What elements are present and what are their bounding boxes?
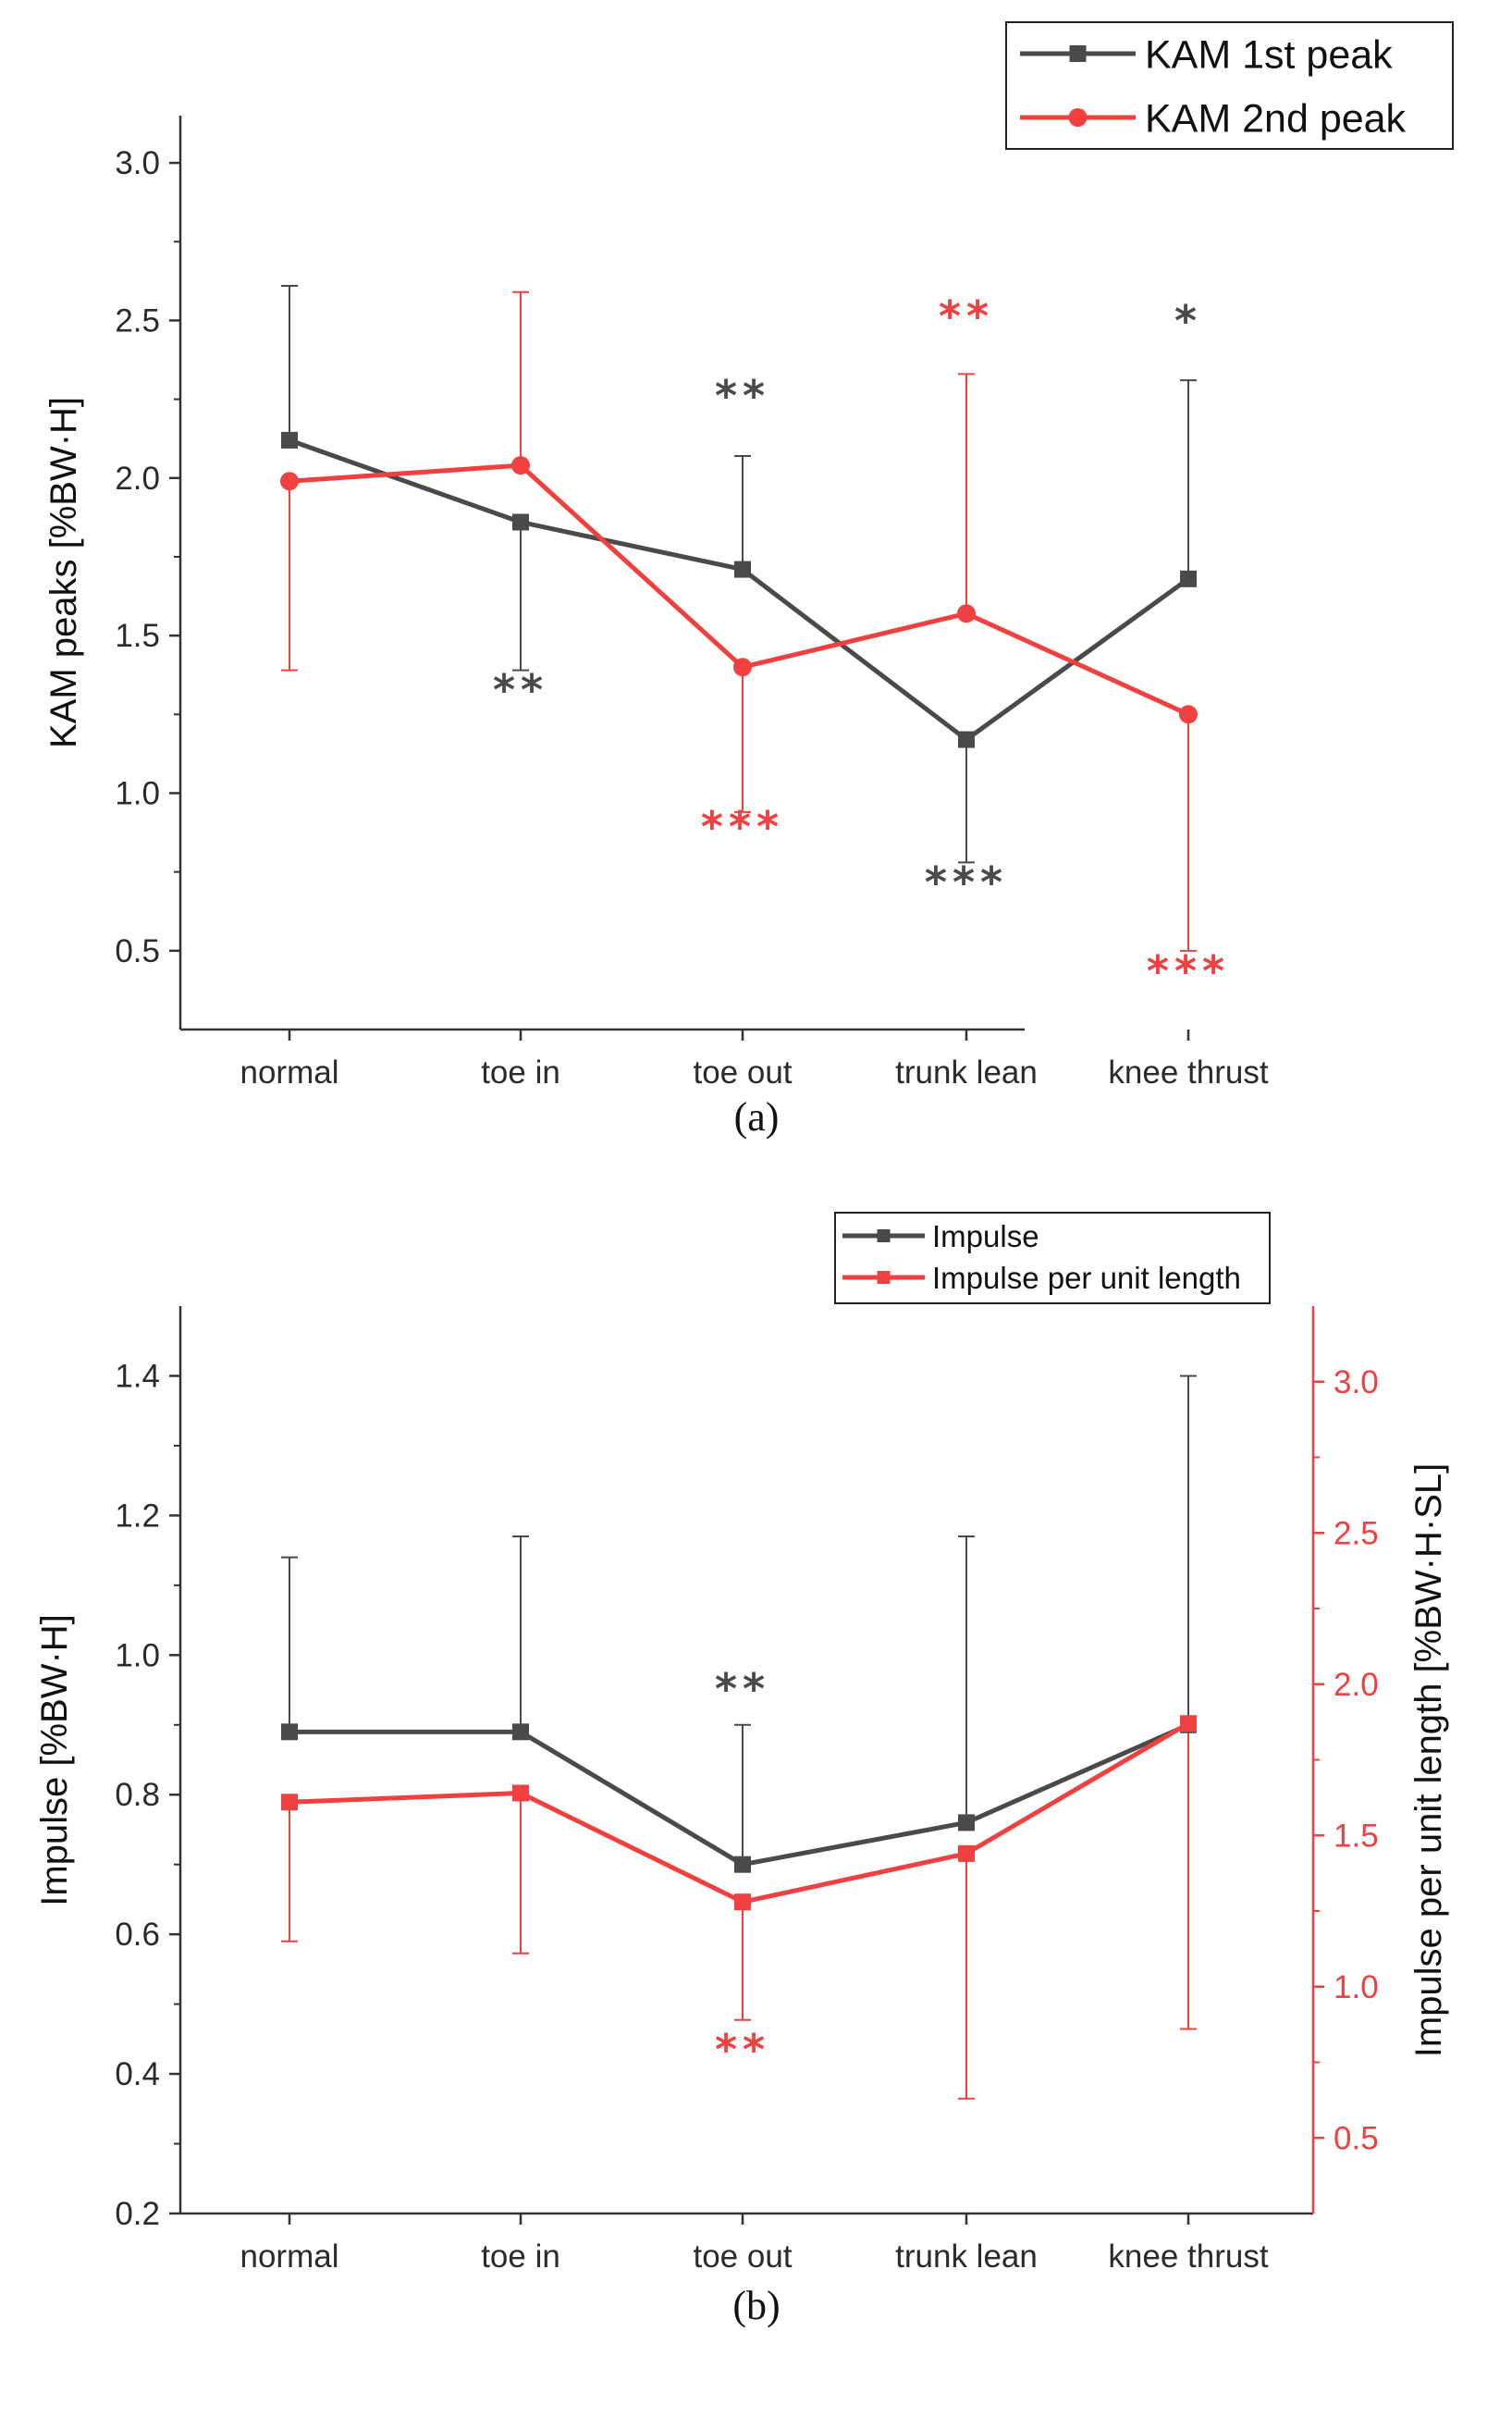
y-tick-label: 1.2: [115, 1498, 160, 1534]
y-tick-label: 3.0: [115, 145, 160, 181]
significance-annotation: ***: [925, 857, 1008, 907]
legend-marker: [1069, 45, 1087, 62]
y-tick-label: 1.0: [115, 775, 160, 811]
legend-box: [1005, 21, 1454, 150]
data-point: [281, 1723, 298, 1741]
data-point: [734, 561, 751, 578]
x-tick-label: toe in: [481, 1054, 560, 1091]
data-point: [512, 1784, 529, 1802]
y-axis-title: Impulse [%BW·H]: [34, 1614, 75, 1906]
x-tick-label: toe in: [481, 2238, 560, 2275]
y-tick-label: 0.4: [115, 2056, 160, 2092]
data-point: [733, 658, 752, 677]
x-tick-label: toe out: [693, 1054, 792, 1091]
y-tick-label: 1.4: [115, 1358, 160, 1394]
y-axis-title: KAM peaks [%BW·H]: [43, 397, 84, 748]
significance-annotation: ***: [1147, 946, 1230, 996]
legend-label: Impulse per unit length: [932, 1261, 1241, 1295]
significance-annotation: ***: [701, 802, 784, 852]
figure-caption: (b): [732, 2283, 780, 2328]
data-point: [1179, 705, 1198, 724]
legend-marker: [1068, 108, 1088, 127]
y-right-tick-label: 0.5: [1334, 2120, 1379, 2156]
y-axis-right-title: Impulse per unit length [%BW·H·SL]: [1408, 1463, 1449, 2057]
data-point: [958, 1844, 975, 1862]
data-point: [512, 1723, 529, 1741]
legend-label: KAM 1st peak: [1145, 32, 1393, 77]
data-point: [512, 513, 529, 531]
y-right-tick-label: 1.5: [1334, 1818, 1379, 1854]
data-point: [511, 456, 530, 475]
significance-annotation: **: [715, 2025, 770, 2075]
data-point: [734, 1893, 751, 1911]
data-point: [958, 1814, 975, 1831]
y-right-tick-label: 1.0: [1334, 1969, 1379, 2005]
data-point: [958, 731, 975, 748]
data-point: [1180, 570, 1197, 587]
x-tick-label: knee thrust: [1108, 2238, 1268, 2275]
significance-annotation: **: [939, 291, 994, 341]
significance-annotation: **: [493, 665, 548, 715]
legend-marker: [877, 1271, 891, 1284]
chart-panel-a: 0.5 1.0 1.5 2.0 2.5 3.0 normal toe in toe out tru…: [43, 21, 1454, 1140]
legend-box: [834, 1212, 1271, 1304]
legend-label: Impulse: [932, 1219, 1039, 1253]
y-tick-label: 1.5: [115, 618, 160, 654]
significance-annotation: **: [715, 371, 770, 421]
y-tick-label: 2.5: [115, 302, 160, 339]
legend-marker: [877, 1229, 891, 1242]
y-right-tick-label: 3.0: [1334, 1364, 1379, 1400]
y-tick-label: 1.0: [115, 1637, 160, 1673]
significance-annotation: *: [1174, 296, 1202, 346]
data-point: [734, 1856, 751, 1873]
chart-panel-b: 0.2 0.4 0.6 0.8 1.0 1.2 1.4 0.5 1.0 1.5 2.0 2.5 3.0 n…: [34, 1212, 1449, 2328]
y-tick-label: 0.2: [115, 2196, 160, 2232]
figure-caption: (a): [734, 1094, 780, 1140]
y-tick-label: 0.5: [115, 933, 160, 969]
data-point: [280, 472, 299, 491]
y-right-tick-label: 2.5: [1334, 1515, 1379, 1551]
y-tick-label: 2.0: [115, 461, 160, 497]
y-right-tick-label: 2.0: [1334, 1667, 1379, 1703]
legend-label: KAM 2nd peak: [1145, 96, 1407, 141]
x-tick-label: knee thrust: [1108, 1054, 1268, 1091]
x-tick-label: normal: [240, 1054, 339, 1091]
data-point: [1180, 1715, 1197, 1733]
data-point: [281, 431, 298, 449]
y-tick-label: 0.8: [115, 1777, 160, 1813]
y-tick-label: 0.6: [115, 1917, 160, 1953]
x-tick-label: normal: [240, 2238, 339, 2275]
data-point: [281, 1794, 298, 1811]
significance-annotation: **: [715, 1664, 770, 1714]
x-tick-label: toe out: [693, 2238, 792, 2275]
x-tick-label: trunk lean: [895, 2238, 1038, 2275]
x-tick-label: trunk lean: [895, 1054, 1038, 1091]
data-point: [957, 604, 976, 623]
